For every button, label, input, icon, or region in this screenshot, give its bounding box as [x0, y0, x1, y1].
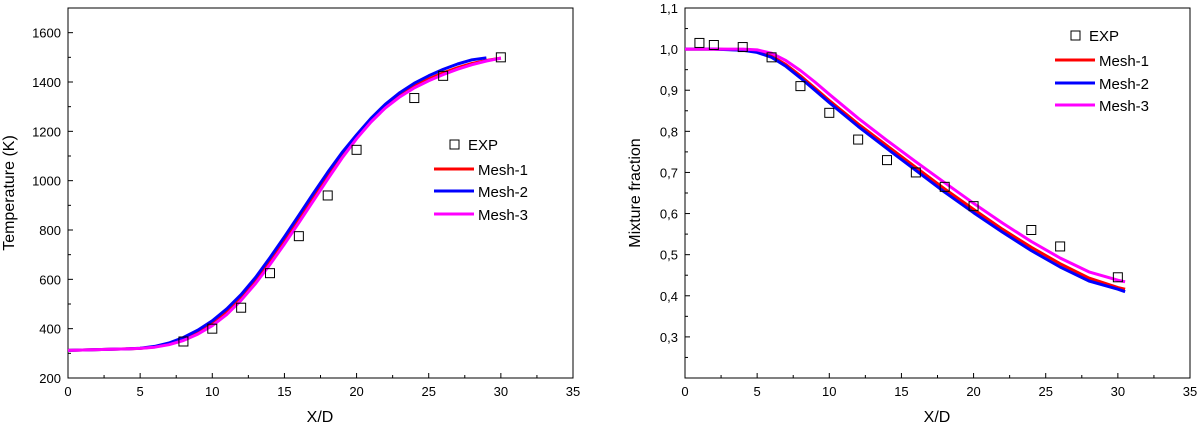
exp-data-point: [708, 40, 719, 50]
exp-data-point: [853, 134, 864, 145]
x-tick-label: 0: [681, 384, 688, 399]
y-axis-title-temperature: Temperature (K): [1, 135, 18, 251]
x-tick-label: 30: [494, 384, 508, 399]
exp-data-point: [207, 323, 218, 334]
series-line-mesh-2: [67, 56, 487, 352]
y-tick-label: 0,7: [660, 165, 678, 180]
y-axis-title-mixture: Mixture fraction: [627, 138, 644, 247]
x-ticks-mixture: 0 5 10 15 20 25 30 35: [681, 373, 1197, 399]
legend-label-exp: EXP: [1089, 28, 1119, 45]
exp-data-point: [910, 167, 921, 178]
y-tick-label: 1000: [32, 174, 61, 189]
legend-marker-exp: [1070, 30, 1081, 41]
x-ticks-temperature: 0 5 10 15 20 25 30 35: [64, 373, 580, 399]
y-tick-label: 600: [39, 272, 61, 287]
exp-points-mixture: [694, 37, 1123, 283]
x-tick-label: 25: [1038, 384, 1052, 399]
exp-data-point: [351, 144, 362, 155]
legend-label-mesh-3: Mesh-3: [478, 207, 528, 224]
series-lines-mixture: [685, 47, 1126, 294]
legend-label-exp: EXP: [468, 137, 498, 154]
series-line-mesh-3: [685, 47, 1126, 284]
legend-label-mesh-2: Mesh-2: [1099, 76, 1149, 93]
x-tick-label: 5: [754, 384, 761, 399]
x-tick-label: 20: [966, 384, 980, 399]
exp-data-point: [694, 37, 705, 48]
exp-data-point: [1112, 272, 1123, 283]
exp-data-point: [824, 107, 835, 118]
legend-label-mesh-1: Mesh-1: [1099, 53, 1149, 70]
exp-points-temperature: [178, 52, 506, 347]
y-tick-label: 800: [39, 223, 61, 238]
y-ticks-mixture: 0,3 0,4 0,5 0,6 0,7 0,8 0,9 1,0 1,1: [660, 1, 690, 379]
exp-data-point: [409, 93, 420, 104]
x-tick-label: 15: [277, 384, 291, 399]
y-tick-label: 0,4: [660, 289, 678, 304]
y-tick-label: 0,8: [660, 124, 678, 139]
x-tick-label: 15: [894, 384, 908, 399]
legend-marker-exp: [449, 139, 460, 150]
x-tick-label: 20: [349, 384, 363, 399]
exp-data-point: [766, 52, 777, 63]
x-tick-label: 30: [1111, 384, 1125, 399]
legend-mixture: EXP Mesh-1 Mesh-2 Mesh-3: [1055, 28, 1149, 115]
exp-data-point: [737, 42, 748, 53]
exp-data-point: [178, 336, 189, 347]
exp-data-point: [495, 52, 506, 63]
y-tick-label: 0,3: [660, 330, 678, 345]
y-tick-label: 400: [39, 322, 61, 337]
series-line-mesh-1: [685, 47, 1126, 291]
exp-data-point: [882, 155, 892, 166]
x-tick-label: 35: [566, 384, 580, 399]
y-ticks-temperature: 200 400 600 800 1000 1200 1400 1600: [32, 26, 73, 386]
exp-data-point: [968, 201, 979, 212]
exp-data-point: [795, 81, 806, 92]
x-tick-label: 10: [205, 384, 219, 399]
series-line-mesh-1: [67, 56, 502, 352]
exp-data-point: [1026, 225, 1037, 235]
series-line-mesh-2: [685, 47, 1126, 294]
y-tick-label: 1400: [32, 75, 61, 90]
x-axis-title-temperature: X/D: [307, 409, 334, 426]
x-tick-label: 10: [822, 384, 836, 399]
series-line-mesh-3: [67, 56, 502, 352]
y-tick-label: 1,0: [660, 42, 678, 57]
exp-data-point: [265, 268, 275, 279]
exp-data-point: [322, 190, 333, 201]
chart-mixture-fraction: 0 5 10 15 20 25 30 35 0,3 0,4 0,5 0,6 0,7 0,8 0,9 1,0 1…: [627, 1, 1197, 426]
exp-data-point: [236, 302, 247, 313]
legend-temperature: EXP Mesh-1 Mesh-2 Mesh-3: [434, 137, 528, 224]
exp-data-point: [1055, 241, 1066, 252]
y-tick-label: 1200: [32, 124, 61, 139]
x-tick-label: 35: [1183, 384, 1197, 399]
exp-data-point: [438, 70, 449, 81]
chart-temperature: 0 5 10 15 20 25 30 35 200 400 600 800 1000 1200 1400 1…: [1, 7, 580, 426]
exp-data-point: [939, 181, 950, 192]
exp-data-point: [293, 231, 304, 242]
y-tick-label: 0,6: [660, 207, 678, 222]
y-tick-label: 0,9: [660, 83, 678, 98]
x-tick-label: 25: [421, 384, 435, 399]
legend-label-mesh-1: Mesh-1: [478, 162, 528, 179]
y-tick-label: 200: [39, 371, 61, 386]
y-tick-label: 0,5: [660, 248, 678, 263]
y-tick-label: 1600: [32, 26, 61, 41]
legend-label-mesh-3: Mesh-3: [1099, 98, 1149, 115]
legend-label-mesh-2: Mesh-2: [478, 184, 528, 201]
x-tick-label: 0: [64, 384, 71, 399]
series-lines-temperature: [67, 56, 502, 352]
x-tick-label: 5: [137, 384, 144, 399]
y-tick-label: 1,1: [660, 1, 678, 16]
x-axis-title-mixture: X/D: [924, 409, 951, 426]
